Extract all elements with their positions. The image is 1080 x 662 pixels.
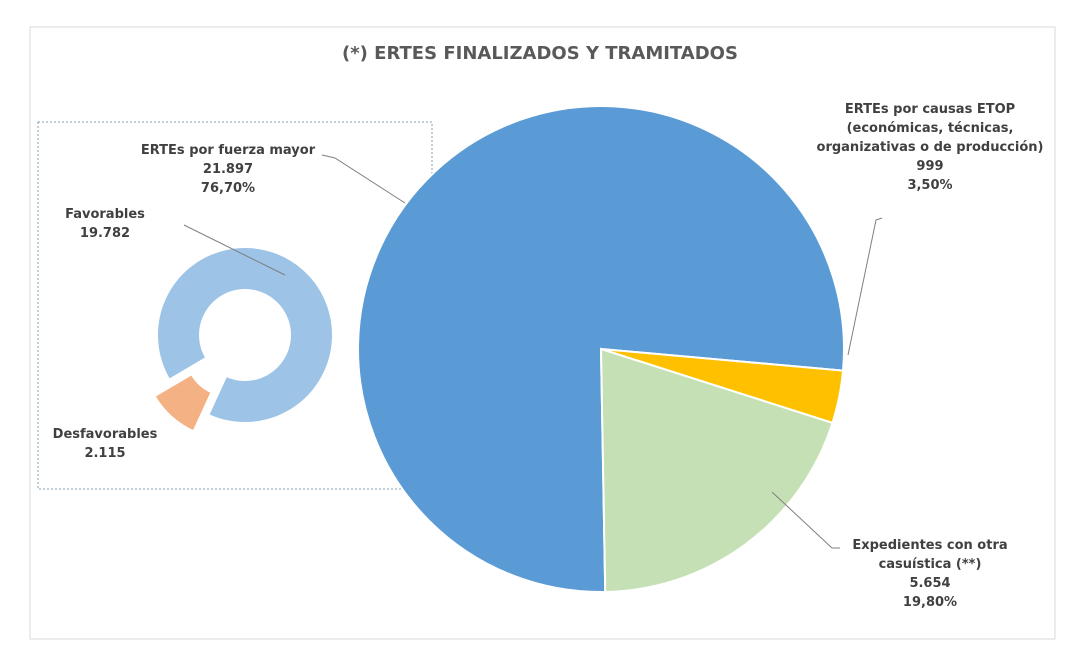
category-label: ERTEs por fuerza mayor — [140, 143, 316, 158]
leader-lines — [183, 154, 883, 549]
value-label: 999 — [916, 159, 944, 174]
value-label: 19.782 — [79, 226, 131, 241]
value-label: 5.654 — [909, 576, 951, 591]
value-label: 2.115 — [84, 446, 126, 461]
leader-line — [847, 217, 883, 356]
chart-title: (*) ERTES FINALIZADOS Y TRAMITADOS — [342, 43, 738, 64]
data-label: Desfavorables 2.115 — [40, 425, 170, 463]
category-label: Favorables — [65, 207, 145, 222]
leader-line — [771, 491, 840, 549]
category-label: Expedientes con otra casuística (**) — [852, 538, 1008, 572]
chart-frame — [29, 26, 1056, 640]
data-label: ERTEs por fuerza mayor 21.897 76,70% — [118, 141, 338, 198]
data-label: ERTEs por causas ETOP (económicas, técni… — [800, 100, 1060, 195]
donut-segment — [153, 372, 213, 433]
category-label: Desfavorables — [52, 427, 158, 442]
data-label: Favorables 19.782 — [55, 205, 155, 243]
leader-line — [183, 224, 286, 276]
leader-line — [321, 154, 406, 204]
marks — [153, 105, 845, 593]
percentage-label: 19,80% — [902, 595, 958, 610]
data-label: Expedientes con otra casuística (**) 5.65… — [820, 536, 1040, 612]
donut-segment — [156, 246, 334, 424]
pie-slice — [599, 347, 834, 593]
value-label: 21.897 — [202, 162, 254, 177]
percentage-label: 3,50% — [907, 178, 953, 193]
percentage-label: 76,70% — [200, 181, 256, 196]
category-label: ERTEs por causas ETOP (económicas, técni… — [816, 102, 1044, 155]
